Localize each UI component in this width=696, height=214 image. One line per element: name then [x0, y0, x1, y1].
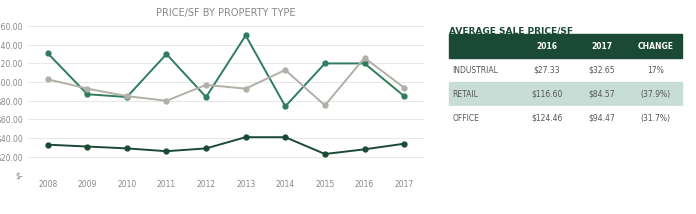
Text: $116.60: $116.60 — [531, 90, 562, 99]
Text: $27.33: $27.33 — [534, 66, 560, 75]
Text: RETAIL: RETAIL — [452, 90, 478, 99]
Text: 2016: 2016 — [537, 42, 557, 51]
Text: 17%: 17% — [647, 66, 664, 75]
Text: INDUSTRIAL: INDUSTRIAL — [452, 66, 498, 75]
Text: CHANGE: CHANGE — [638, 42, 673, 51]
Text: $32.65: $32.65 — [588, 66, 615, 75]
Bar — [449, 34, 682, 58]
Text: $84.57: $84.57 — [588, 90, 615, 99]
Title: PRICE/SF BY PROPERTY TYPE: PRICE/SF BY PROPERTY TYPE — [156, 8, 296, 18]
Bar — [449, 58, 682, 82]
Text: (31.7%): (31.7%) — [640, 114, 670, 123]
Text: OFFICE: OFFICE — [452, 114, 480, 123]
Text: (37.9%): (37.9%) — [640, 90, 670, 99]
Text: $94.47: $94.47 — [588, 114, 615, 123]
Text: 2017: 2017 — [591, 42, 612, 51]
Text: $124.46: $124.46 — [531, 114, 562, 123]
Legend: INDUSTRIAL, RETAIL, OFFICE: INDUSTRIAL, RETAIL, OFFICE — [113, 213, 299, 214]
Bar — [449, 106, 682, 130]
Bar — [449, 82, 682, 106]
Text: AVERAGE SALE PRICE/SF: AVERAGE SALE PRICE/SF — [449, 26, 573, 35]
